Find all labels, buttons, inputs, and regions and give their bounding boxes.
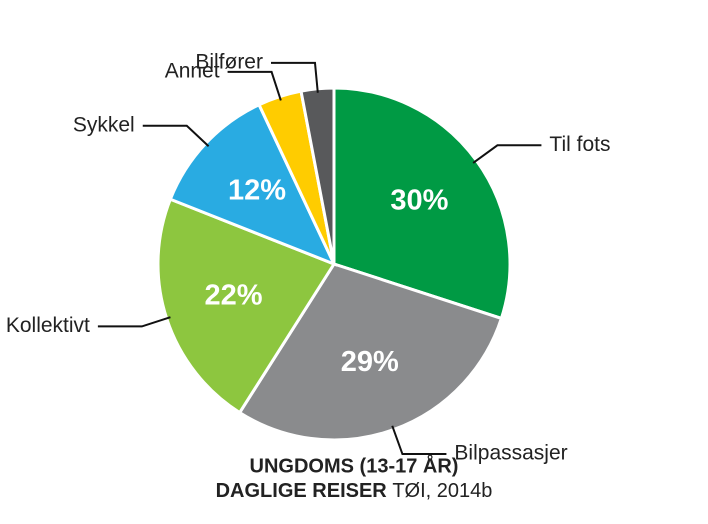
slice-category-label: Bilfører (195, 50, 263, 73)
slice-category-label: Bilpassasjer (454, 442, 567, 465)
leader-line (228, 72, 281, 101)
chart: UNGDOMS (13-17 ÅR) DAGLIGE REISER TØI, 2… (0, 0, 708, 524)
chart-source: TØI, 2014b (392, 480, 492, 502)
slice-category-label: Sykkel (73, 113, 135, 136)
chart-subtitle: DAGLIGE REISER (216, 480, 388, 502)
slice-value-label: 29% (341, 346, 399, 378)
slice-value-label: 22% (205, 279, 263, 311)
slice-category-label: Kollektivt (6, 314, 90, 337)
leader-line (98, 317, 171, 326)
leader-line (473, 145, 541, 163)
slice-value-label: 30% (390, 185, 448, 217)
slice-value-label: 12% (228, 174, 286, 206)
leader-line (143, 126, 209, 147)
slice-category-label: Til fots (549, 133, 610, 156)
leader-line (392, 426, 446, 454)
chart-title: UNGDOMS (13-17 ÅR) (250, 453, 459, 477)
chart-subtitle-line: DAGLIGE REISER TØI, 2014b (216, 480, 493, 502)
